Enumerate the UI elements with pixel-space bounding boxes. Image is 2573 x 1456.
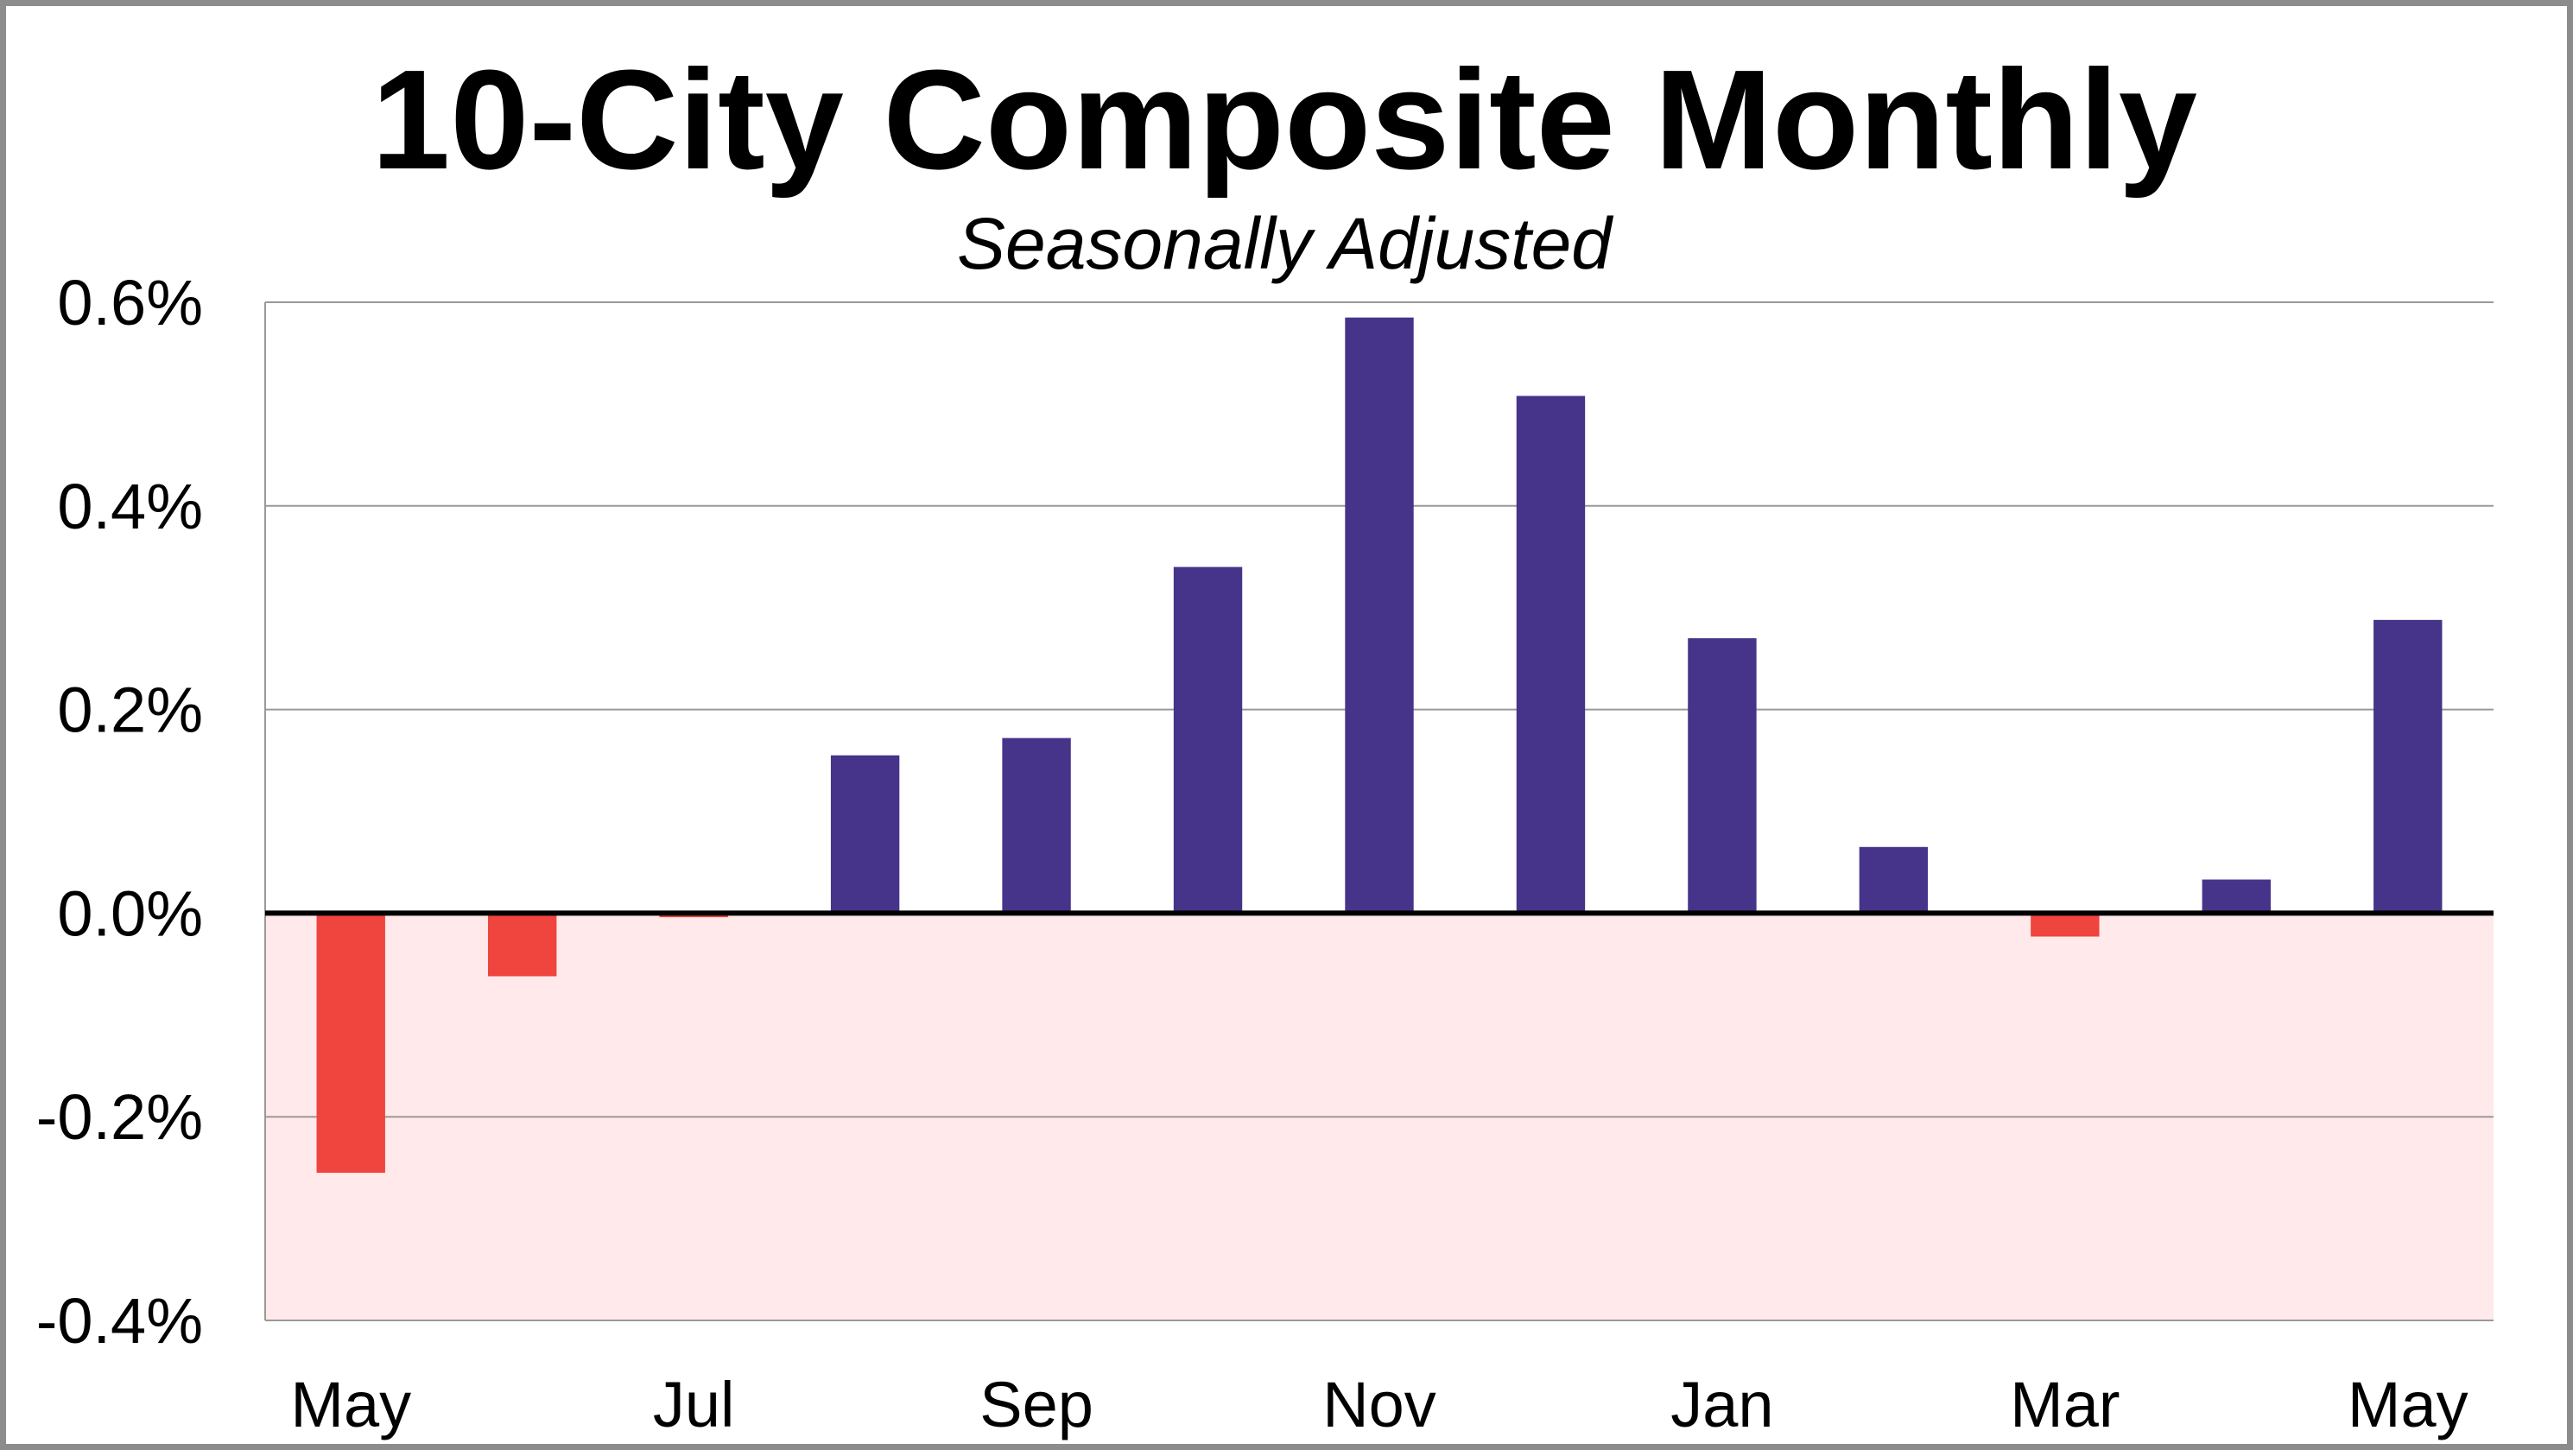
bar-4 [830, 755, 900, 914]
x-tick-label: Jan [1670, 1369, 1773, 1440]
x-tick-label: Nov [1322, 1369, 1436, 1440]
bar-9 [1688, 638, 1757, 914]
bar-11 [2031, 913, 2100, 937]
bar-8 [1516, 396, 1586, 914]
bar-1 [316, 913, 385, 1174]
x-tick-label: Sep [979, 1369, 1093, 1440]
chart-svg: 10-City Composite Monthly Seasonally Adj… [36, 41, 2494, 1440]
bar-6 [1173, 567, 1243, 914]
x-tick-label: Jul [653, 1369, 735, 1440]
plot-area: 0.6% 0.4% 0.2% 0.0% -0.2% -0.4% May Jul Sep Nov Ja… [36, 267, 2494, 1440]
y-tick-label: 0.6% [57, 267, 203, 339]
x-tick-label: Mar [2010, 1369, 2120, 1440]
x-tick-label: May [290, 1369, 411, 1440]
y-tick-label: -0.2% [36, 1081, 203, 1153]
y-tick-label: 0.0% [57, 877, 203, 949]
chart-subtitle: Seasonally Adjusted [957, 203, 1613, 284]
bar-2 [488, 913, 557, 977]
bar-10 [1859, 846, 1929, 914]
y-tick-label: -0.4% [36, 1285, 203, 1357]
bar-12 [2202, 879, 2271, 914]
bar-7 [1345, 317, 1414, 914]
x-tick-label: May [2348, 1369, 2468, 1440]
chart-title: 10-City Composite Monthly [371, 41, 2197, 199]
bar-5 [1002, 737, 1071, 914]
y-tick-label: 0.2% [57, 674, 203, 746]
bar-13 [2373, 619, 2443, 914]
y-tick-label: 0.4% [57, 471, 203, 542]
